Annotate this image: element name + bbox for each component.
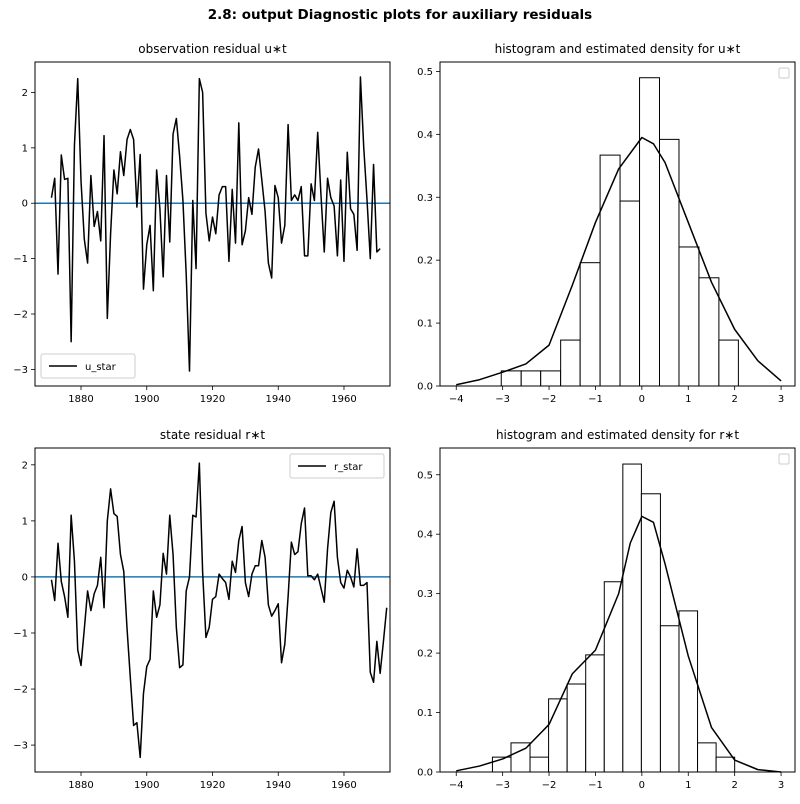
y-tick-label: 2 <box>22 88 28 99</box>
x-tick-label: 3 <box>778 394 784 405</box>
y-tick-label: −2 <box>13 310 28 321</box>
panel-state-residual: state residual r∗t 1880 1900 1920 1940 1960 −… <box>13 428 391 791</box>
x-tick-label: −4 <box>449 394 464 405</box>
x-tick-label: 1960 <box>331 780 356 791</box>
series-line-u_star <box>50 76 381 372</box>
y-tick-label: 1 <box>22 516 28 527</box>
y-tick-label: 0.0 <box>417 768 433 779</box>
panel-title-histogram-state: histogram and estimated density for r∗t <box>496 428 739 442</box>
histogram-bar <box>529 756 550 773</box>
histogram-bar <box>718 339 739 387</box>
histogram-bar <box>639 77 660 387</box>
panel-title-histogram-observation: histogram and estimated density for u∗t <box>495 42 741 56</box>
x-tick-label: 1940 <box>266 394 291 405</box>
panel-histogram-observation: histogram and estimated density for u∗t … <box>417 42 796 405</box>
histogram-bar <box>520 370 542 387</box>
histogram-bar <box>603 581 624 773</box>
histogram-bar <box>585 654 605 773</box>
axes-frame <box>439 61 796 387</box>
legend-label: r_star <box>334 462 363 473</box>
histogram-bar <box>698 277 720 387</box>
y-tick-label: 0.4 <box>417 130 433 141</box>
legend-box <box>778 453 790 465</box>
panel-histogram-state: histogram and estimated density for r∗t … <box>417 428 796 791</box>
histogram-bar <box>715 756 736 773</box>
x-tick-label: 1 <box>685 780 691 791</box>
x-tick-label: 2 <box>731 780 737 791</box>
figure-suptitle: 2.8: output Diagnostic plots for auxilia… <box>208 7 592 23</box>
x-tick-label: 3 <box>778 780 784 791</box>
x-tick-label: −1 <box>588 394 603 405</box>
y-tick-label: 1 <box>22 143 28 154</box>
x-tick-label: −3 <box>495 394 510 405</box>
panel-title-state-residual: state residual r∗t <box>160 428 266 442</box>
y-tick-label: 0.3 <box>417 193 433 204</box>
x-tick-label: −2 <box>542 394 557 405</box>
histogram-bar <box>566 683 587 773</box>
y-tick-label: 0 <box>22 572 28 583</box>
x-tick-label: −1 <box>588 780 603 791</box>
histogram-bar <box>658 138 680 387</box>
density-curve <box>456 515 782 773</box>
histogram-bar <box>540 370 562 387</box>
legend: u_star <box>40 353 136 379</box>
legend-label: u_star <box>85 362 117 373</box>
x-tick-label: 0 <box>639 780 645 791</box>
y-tick-label: 0.2 <box>417 256 433 267</box>
histogram-bar <box>678 610 699 773</box>
legend-box <box>778 67 790 79</box>
y-tick-label: 0 <box>22 199 28 210</box>
y-tick-label: 0.1 <box>417 319 433 330</box>
y-tick-label: 0.3 <box>417 589 433 600</box>
histogram-bar <box>619 200 641 387</box>
legend: r_star <box>289 453 385 479</box>
histogram-bar <box>659 625 680 773</box>
x-tick-label: 1920 <box>200 394 225 405</box>
y-tick-label: −2 <box>13 685 28 696</box>
x-tick-label: 0 <box>639 394 645 405</box>
legend-box <box>289 453 385 479</box>
y-tick-label: 0.1 <box>417 708 433 719</box>
y-tick-label: 0.5 <box>417 470 433 481</box>
x-tick-label: 1900 <box>134 394 159 405</box>
y-tick-label: 0.2 <box>417 649 433 660</box>
x-tick-label: −4 <box>449 780 464 791</box>
x-tick-label: 1940 <box>266 780 291 791</box>
y-tick-label: −1 <box>13 628 28 639</box>
axes-frame <box>439 447 796 773</box>
y-tick-label: 0.4 <box>417 530 433 541</box>
legend-box <box>40 353 136 379</box>
histogram-bar <box>579 262 601 387</box>
x-tick-label: 1 <box>685 394 691 405</box>
x-tick-label: 1920 <box>200 780 225 791</box>
axes-frame <box>34 61 391 387</box>
y-tick-label: 0.5 <box>417 67 433 78</box>
y-tick-label: 0.0 <box>417 382 433 393</box>
x-tick-label: 2 <box>731 394 737 405</box>
histogram-bar <box>678 246 700 387</box>
histogram-bar <box>560 339 581 387</box>
histogram-bar <box>697 742 717 773</box>
histogram-bar <box>622 463 642 773</box>
histogram-bar <box>548 698 568 773</box>
x-tick-label: 1880 <box>68 780 93 791</box>
y-tick-label: 2 <box>22 460 28 471</box>
x-tick-label: −3 <box>495 780 510 791</box>
histogram-bar <box>500 370 522 387</box>
x-tick-label: −2 <box>542 780 557 791</box>
y-tick-label: −3 <box>13 741 28 752</box>
y-tick-label: −1 <box>13 254 28 265</box>
x-tick-label: 1960 <box>331 394 356 405</box>
x-tick-label: 1880 <box>68 394 93 405</box>
y-tick-label: −3 <box>13 365 28 376</box>
series-line-r_star <box>50 462 388 759</box>
x-tick-label: 1900 <box>134 780 159 791</box>
density-curve <box>456 136 782 386</box>
axes-frame <box>34 447 391 773</box>
panel-title-observation-residual: observation residual u∗t <box>138 42 287 56</box>
panel-observation-residual: observation residual u∗t 1880 1900 1920 194… <box>13 42 391 405</box>
